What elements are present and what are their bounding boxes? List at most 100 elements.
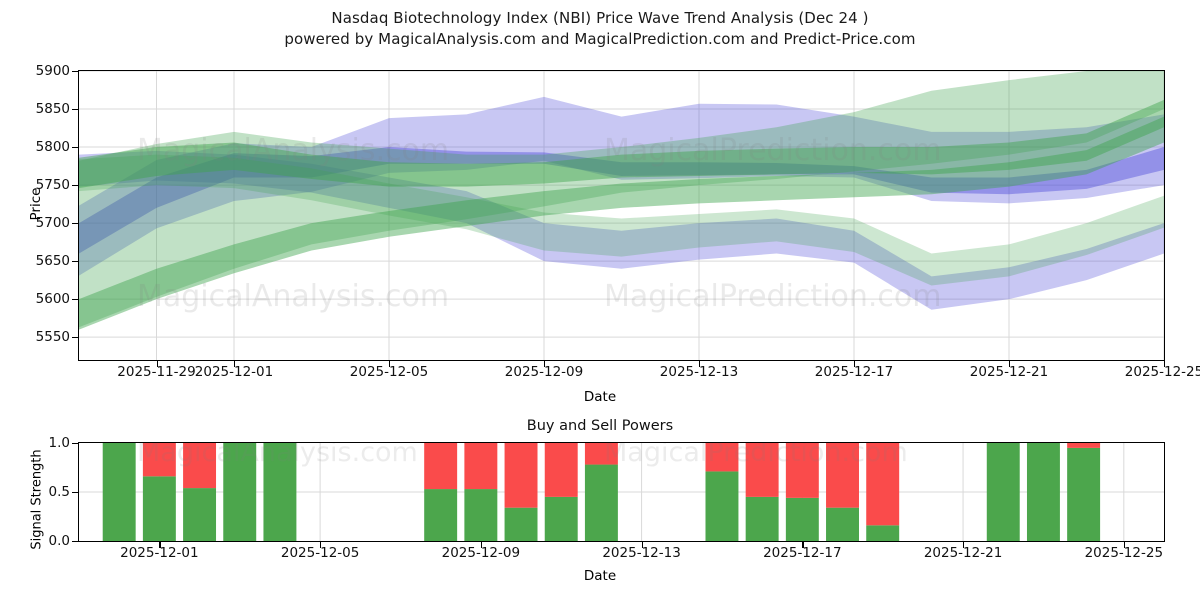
price-band-blue-band-narrow [79,147,1164,254]
buy-power-bar [183,488,217,541]
price-x-tick-mark [699,361,701,367]
bar-y-tick-label: 1.0 [48,435,70,451]
price-band-green-band-dip [79,154,1164,286]
sell-power-bar [584,443,618,465]
buy-power-bar [826,507,859,541]
bar-y-tick-mark [72,443,78,445]
price-x-tick-label: 2025-11-29 [117,364,196,380]
sell-power-bar [544,443,578,497]
bar-x-tick-mark [963,542,965,548]
sell-power-bar [826,443,859,508]
bar-x-tick-label: 2025-12-09 [441,545,521,561]
price-band-blue-band-upper-wide [79,96,1164,276]
bar-x-tick-label: 2025-12-05 [280,545,360,561]
price-x-tick-mark [234,361,236,367]
buy-power-bar [464,489,498,541]
price-y-tick-label: 5900 [35,63,70,79]
price-x-tick-label: 2025-12-05 [349,364,429,380]
bar-x-axis-title: Date [583,568,617,584]
bar-x-tick-label: 2025-12-25 [1084,545,1164,561]
price-x-tick-mark [1164,361,1166,367]
sell-power-bar [785,443,819,498]
buy-power-bar [745,496,779,541]
buy-power-bar [102,443,136,541]
buy-sell-plot-area: MagicalAnalysis.com MagicalPrediction.co… [78,442,1165,542]
bar-x-tick-mark [159,542,161,548]
buy-power-bar [544,496,578,541]
price-y-tick-mark [72,185,78,187]
price-y-tick-mark [72,261,78,263]
sell-power-bar [142,443,176,477]
bar-x-tick-mark [480,542,483,548]
price-band-green-band-mid [79,99,1164,189]
price-band-green-band-wide [79,71,1164,328]
price-y-tick-mark [72,109,78,111]
page-title: Nasdaq Biotechnology Index (NBI) Price W… [0,8,1200,50]
bar-y-axis-labels: 0.0 0.5 1.0 [0,435,70,549]
title-line-1: Nasdaq Biotechnology Index (NBI) Price W… [331,9,869,27]
price-x-tick-label: 2025-12-21 [969,364,1049,380]
price-x-tick-mark [1009,361,1011,367]
buy-power-bar [1067,447,1101,541]
price-x-axis-title: Date [583,389,617,405]
buy-power-bar [785,497,819,541]
price-x-axis-labels: 2025-11-29 2025-12-01 2025-12-05 2025-12-09… [0,364,1200,386]
buy-power-bar [866,525,900,541]
bar-x-tick-label: 2025-12-13 [602,545,681,561]
buy-power-bar [584,464,618,541]
price-y-tick-label: 5650 [35,253,70,270]
price-x-tick-label: 2025-12-17 [814,364,894,380]
buy-power-bar [1026,443,1060,541]
price-y-tick-label: 5750 [35,177,70,194]
sell-power-bar [183,443,217,489]
buy-power-bar [705,471,739,541]
price-y-tick-label: 5800 [35,139,70,156]
bar-x-tick-mark [641,542,643,548]
bar-x-tick-mark [1123,542,1125,548]
bar-chart-title: Buy and Sell Powers [526,418,674,434]
sell-power-bar [464,443,498,490]
buy-sell-svg [79,443,1164,541]
price-x-tick-mark [389,361,391,367]
price-y-tick-mark [72,337,78,339]
buy-power-bar [142,476,176,541]
sell-power-bar [504,443,538,508]
price-wave-plot-area: MagicalAnalysis.com MagicalPrediction.co… [78,70,1165,361]
bar-y-tick-mark [72,541,78,543]
price-y-axis-title: Price [28,187,44,221]
title-line-2: powered by MagicalAnalysis.com and Magic… [284,30,916,48]
sell-power-bar [424,443,458,490]
price-band-blue-band-lower-drop [79,150,1164,310]
sell-power-bar [1067,443,1101,448]
buy-power-bar [986,443,1020,541]
price-x-tick-label: 2025-12-01 [194,364,274,380]
price-y-tick-mark [72,147,78,149]
bar-y-tick-label: 0.0 [48,533,70,549]
price-x-tick-label: 2025-12-09 [504,364,584,380]
bar-x-tick-label: 2025-12-01 [120,545,199,561]
price-x-tick-label: 2025-12-13 [659,364,739,380]
price-y-axis-labels: 5550 5600 5650 5700 5750 5800 5850 5900 [0,63,70,361]
price-x-tick-label: 2025-12-25 [1124,364,1200,380]
price-y-tick-label: 5550 [35,329,70,346]
price-y-tick-mark [72,223,78,225]
price-x-tick-mark [156,361,158,367]
price-y-tick-label: 5700 [35,215,70,232]
buy-power-bar [263,443,297,541]
bar-x-tick-label: 2025-12-21 [923,545,1003,561]
buy-power-bar [424,489,458,541]
price-x-tick-mark [854,361,856,367]
price-y-tick-mark [72,71,78,73]
price-y-tick-label: 5850 [35,101,70,118]
price-y-tick-label: 5600 [35,291,70,308]
bar-x-axis-labels: 2025-12-01 2025-12-05 2025-12-09 2025-12-13… [0,545,1200,565]
price-wave-svg [79,71,1164,360]
bar-y-tick-label: 0.5 [48,484,70,500]
bar-x-tick-mark [320,542,322,548]
bar-x-tick-label: 2025-12-17 [763,545,842,561]
price-y-tick-mark [72,299,78,301]
bar-x-tick-mark [802,542,804,548]
sell-power-bar [866,443,900,526]
sell-power-bar [745,443,779,497]
